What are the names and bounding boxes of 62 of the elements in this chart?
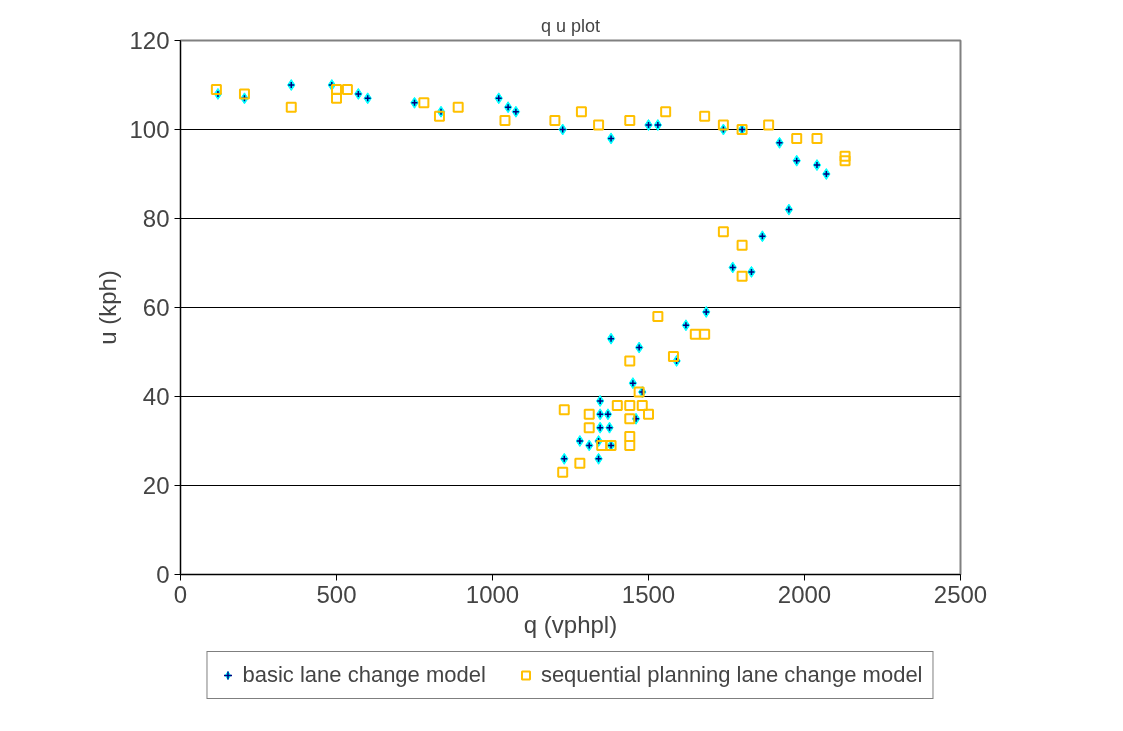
point	[593, 119, 605, 131]
point	[575, 106, 587, 118]
point	[636, 399, 648, 411]
chart-title: q u plot	[540, 15, 601, 36]
point	[699, 328, 711, 340]
x-tick-label: 1000	[465, 580, 520, 608]
point	[210, 83, 222, 95]
point	[717, 119, 729, 131]
x-tick-label: 500	[316, 580, 357, 608]
y-tick-label: 60	[142, 294, 170, 321]
point	[689, 328, 701, 340]
point	[643, 408, 654, 420]
point	[557, 466, 569, 478]
point	[624, 355, 636, 367]
x-tick-label: 0	[173, 580, 188, 608]
point	[624, 399, 636, 411]
x-axis-title: q (vphpl)	[523, 610, 618, 638]
point	[624, 439, 636, 451]
point	[341, 83, 353, 95]
point	[549, 115, 561, 127]
point	[736, 270, 748, 282]
point	[736, 239, 748, 251]
y-axis-title: u (kph)	[94, 270, 122, 345]
point	[839, 155, 851, 167]
point	[574, 457, 586, 469]
point	[624, 115, 636, 127]
point	[699, 110, 711, 122]
y-tick-label: 40	[142, 383, 170, 410]
x-tick-label: 1500	[621, 580, 676, 608]
point	[624, 413, 636, 425]
point	[596, 439, 608, 451]
point	[583, 408, 595, 420]
legend-label: basic lane change model	[242, 662, 486, 688]
point	[583, 422, 595, 434]
point	[285, 101, 297, 113]
y-tick-label: 80	[142, 205, 170, 232]
x-tick-label: 2000	[777, 580, 832, 608]
point	[839, 150, 851, 162]
point	[499, 115, 511, 127]
y-tick-label: 0	[156, 561, 170, 588]
y-tick-label: 120	[129, 27, 170, 54]
point	[624, 431, 636, 443]
legend-label: sequential planning lane change model	[540, 662, 923, 688]
point	[791, 132, 803, 144]
point	[763, 119, 775, 131]
point	[652, 310, 664, 322]
point	[331, 83, 342, 95]
x-tick-label: 2500	[933, 580, 988, 608]
y-tick-label: 100	[129, 116, 170, 143]
point	[633, 386, 645, 398]
point	[811, 132, 823, 144]
point	[331, 92, 342, 104]
point	[660, 106, 672, 118]
point	[418, 97, 430, 109]
point	[238, 88, 250, 100]
point	[558, 404, 570, 416]
point	[452, 101, 464, 113]
y-tick-label: 20	[142, 472, 170, 499]
point	[611, 399, 623, 411]
point	[667, 350, 679, 362]
point	[717, 226, 729, 238]
point	[433, 110, 445, 122]
